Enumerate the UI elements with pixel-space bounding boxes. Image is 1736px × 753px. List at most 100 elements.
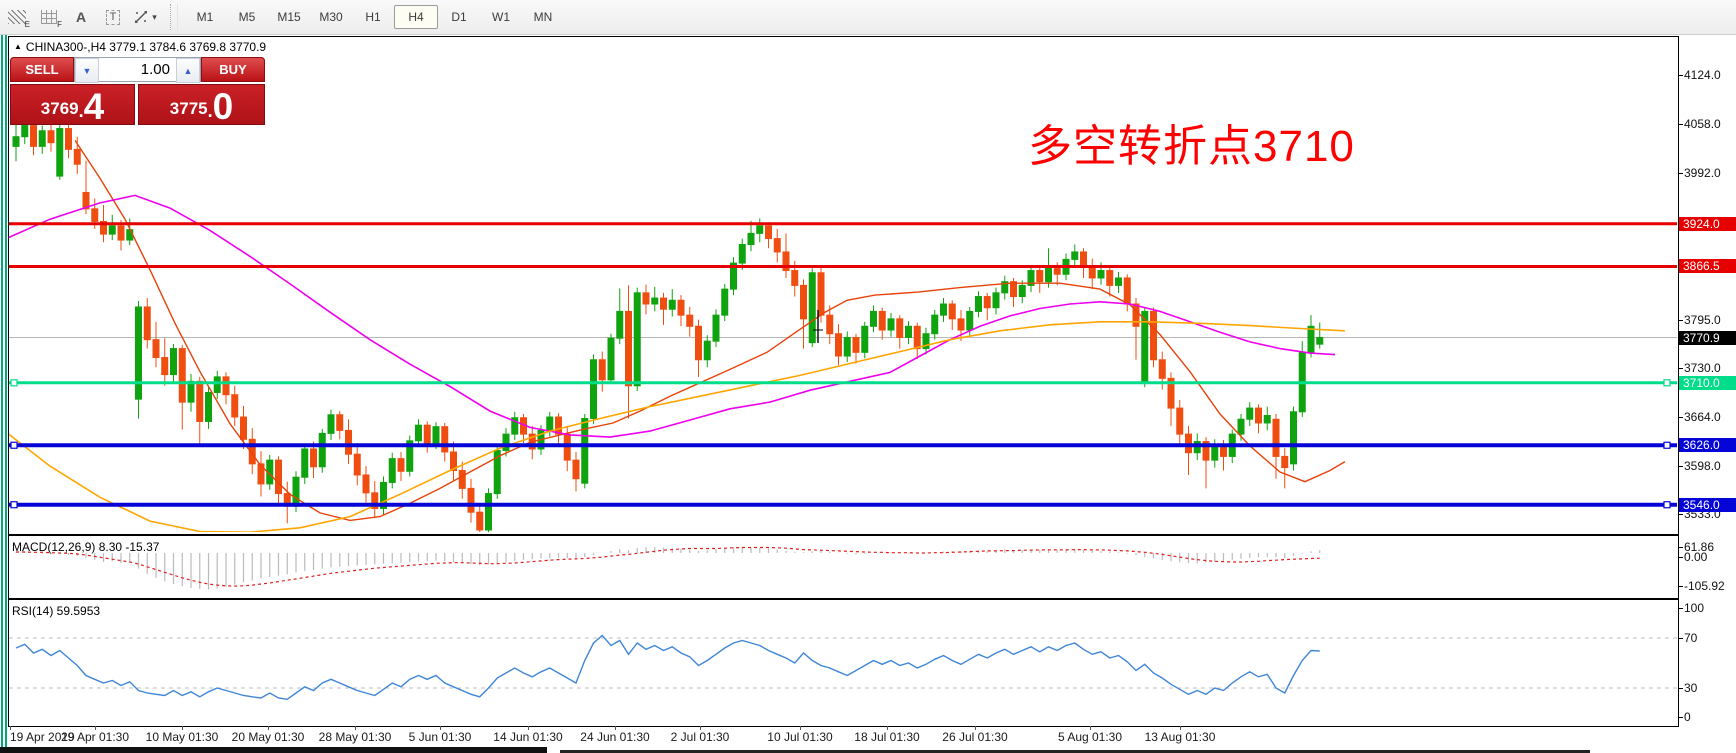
price-tick <box>1678 320 1683 321</box>
timeframe-button-d1[interactable]: D1 <box>451 10 467 24</box>
candle-body <box>1080 251 1087 268</box>
timeframe-button-m1[interactable]: M1 <box>196 10 214 24</box>
candle-body <box>415 424 422 442</box>
volume-down-button[interactable]: ▼ <box>75 58 99 83</box>
text-box-icon[interactable]: T <box>98 4 128 30</box>
arrows-glyph <box>135 11 148 23</box>
candle-body <box>161 357 169 376</box>
candle-body <box>108 225 116 235</box>
candle-body <box>721 288 729 316</box>
candle-body <box>668 299 676 310</box>
buy-price-box[interactable]: 3775. 0 <box>138 84 265 125</box>
date-label: 10 Jul 01:30 <box>767 730 833 744</box>
timeframe-button-h4[interactable]: H4 <box>394 5 438 29</box>
indicator-hatch-icon[interactable]: E <box>2 4 32 30</box>
candle-body <box>240 416 247 440</box>
buy-button[interactable]: BUY <box>201 57 265 82</box>
sell-button[interactable]: SELL <box>10 57 74 82</box>
price-tick <box>1678 75 1683 76</box>
candle-body <box>791 270 799 286</box>
macd-panel[interactable] <box>9 536 1677 596</box>
candle-body <box>1106 270 1114 286</box>
date-tick <box>268 726 269 730</box>
candle-body <box>38 130 46 147</box>
level-handle-left[interactable] <box>10 501 18 509</box>
volume-up-button[interactable]: ▲ <box>176 58 200 83</box>
candle-body <box>887 318 895 331</box>
candle-body <box>467 487 475 513</box>
volume-input[interactable] <box>99 58 176 81</box>
candle-body <box>703 340 711 361</box>
candle-body <box>782 251 790 272</box>
collapse-triangle-icon[interactable]: ▲ <box>14 42 22 51</box>
rsi-tick-label: 0 <box>1684 710 1691 724</box>
candle-body <box>975 296 982 312</box>
level-handle-left[interactable] <box>10 441 18 449</box>
window-bottom-edge <box>0 747 547 753</box>
grid-glyph <box>41 10 57 24</box>
text-a-glyph: A <box>75 9 87 25</box>
price-tick <box>1678 173 1683 174</box>
date-tick <box>95 726 96 730</box>
candle-body <box>870 310 877 327</box>
candle-body <box>1132 303 1140 327</box>
chevron-down-icon[interactable]: ▾ <box>152 11 157 22</box>
date-label: 19 Apr 2019 <box>10 730 75 744</box>
candle-body <box>913 325 921 350</box>
date-tick <box>887 726 888 730</box>
candle-body <box>738 244 746 264</box>
candle-body <box>992 292 1000 309</box>
candle-body <box>572 459 580 480</box>
candle-body <box>581 417 589 484</box>
timeframe-button-mn[interactable]: MN <box>533 10 553 24</box>
candle-body <box>47 130 55 144</box>
timeframe-button-m15[interactable]: M15 <box>277 10 301 24</box>
timeframe-button-m5[interactable]: M5 <box>238 10 256 24</box>
symbol-ohlc-text: CHINA300-,H4 3779.1 3784.6 3769.8 3770.9 <box>25 40 267 54</box>
level-price-badge: 3626.0 <box>1679 438 1736 452</box>
text-a-icon[interactable]: A <box>66 4 96 30</box>
timeframe-button-w1[interactable]: W1 <box>492 10 510 24</box>
candle-body <box>852 336 860 353</box>
timeframe-button-h1[interactable]: H1 <box>365 10 381 24</box>
level-handle-left[interactable] <box>10 379 18 387</box>
main-chart-panel[interactable] <box>9 37 1678 532</box>
rsi-panel[interactable] <box>9 600 1677 724</box>
candle-body <box>143 306 151 341</box>
candle-body <box>826 314 834 335</box>
date-tick <box>1090 726 1091 730</box>
candle-body <box>1150 310 1157 361</box>
candle-body <box>65 128 72 150</box>
price-axis-line <box>1678 36 1679 725</box>
price-tick <box>1678 514 1683 515</box>
chart-text-annotation[interactable]: 多空转折点3710 <box>1028 122 1355 171</box>
ma-magenta-line <box>9 194 1336 438</box>
cursor-arrows-icon[interactable]: ▾ <box>130 4 160 30</box>
candle-body <box>56 128 64 177</box>
level-handle-right[interactable] <box>1663 379 1671 387</box>
bid-price-badge: 3770.9 <box>1679 331 1736 345</box>
date-label: 14 Jun 01:30 <box>493 730 563 744</box>
candle-body <box>345 429 352 455</box>
date-label: 20 May 01:30 <box>231 730 305 744</box>
date-label: 13 Aug 01:30 <box>1144 730 1216 744</box>
date-tick <box>800 726 801 730</box>
candle-body <box>625 310 632 387</box>
macd-tick-label: 61.86 <box>1684 540 1715 554</box>
price-tick <box>1678 368 1683 369</box>
candle-body <box>318 432 326 468</box>
date-tick <box>355 726 356 730</box>
timeframe-button-m30[interactable]: M30 <box>319 10 343 24</box>
ma-red-line <box>74 140 1346 522</box>
candle-body <box>353 453 361 476</box>
sell-price-box[interactable]: 3769. 4 <box>10 84 135 125</box>
date-tick <box>975 726 976 730</box>
candle-body <box>1123 277 1131 305</box>
candle-body <box>310 448 317 468</box>
grid-icon[interactable]: F <box>34 4 64 30</box>
candle-body <box>1202 441 1210 461</box>
price-tick-label: 4058.0 <box>1684 117 1721 131</box>
level-handle-right[interactable] <box>1663 501 1671 509</box>
level-handle-right[interactable] <box>1663 441 1671 449</box>
